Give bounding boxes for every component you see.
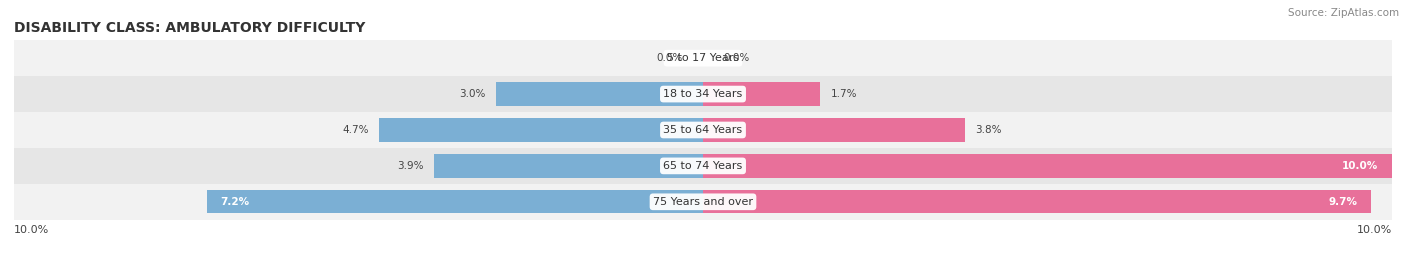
Text: 0.0%: 0.0% (657, 53, 682, 63)
Text: 18 to 34 Years: 18 to 34 Years (664, 89, 742, 99)
Text: 7.2%: 7.2% (221, 197, 250, 207)
Bar (703, 82, 820, 106)
Bar (14, 76, 1392, 112)
Text: 0.0%: 0.0% (724, 53, 749, 63)
Text: 3.0%: 3.0% (460, 89, 486, 99)
Bar (703, 190, 1371, 214)
Bar (380, 118, 703, 142)
Text: 10.0%: 10.0% (14, 225, 49, 235)
Bar (14, 40, 1392, 76)
Bar (703, 118, 965, 142)
Text: 3.9%: 3.9% (398, 161, 425, 171)
Text: 1.7%: 1.7% (831, 89, 856, 99)
Text: 35 to 64 Years: 35 to 64 Years (664, 125, 742, 135)
Bar (14, 112, 1392, 148)
Text: 10.0%: 10.0% (1341, 161, 1378, 171)
Bar (14, 184, 1392, 220)
Bar (14, 148, 1392, 184)
Text: 9.7%: 9.7% (1329, 197, 1358, 207)
Text: 4.7%: 4.7% (343, 125, 368, 135)
Text: DISABILITY CLASS: AMBULATORY DIFFICULTY: DISABILITY CLASS: AMBULATORY DIFFICULTY (14, 21, 366, 35)
Text: 75 Years and over: 75 Years and over (652, 197, 754, 207)
Text: 65 to 74 Years: 65 to 74 Years (664, 161, 742, 171)
Text: Source: ZipAtlas.com: Source: ZipAtlas.com (1288, 8, 1399, 18)
Text: 3.8%: 3.8% (976, 125, 1001, 135)
Bar (703, 154, 1392, 178)
Text: 10.0%: 10.0% (1357, 225, 1392, 235)
Bar (207, 190, 703, 214)
Bar (434, 154, 703, 178)
Bar (496, 82, 703, 106)
Text: 5 to 17 Years: 5 to 17 Years (666, 53, 740, 63)
